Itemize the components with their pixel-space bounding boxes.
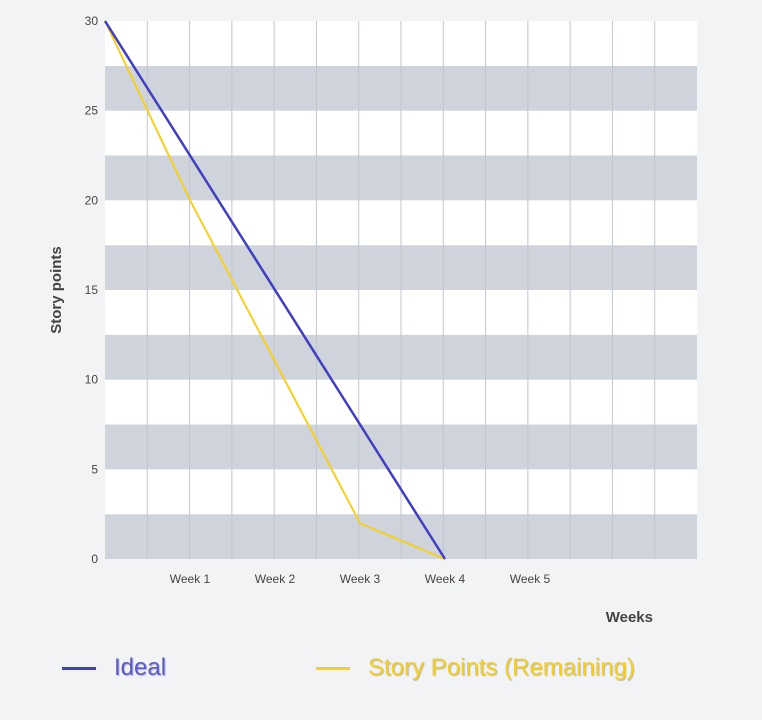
y-tick-label: 5 — [91, 462, 98, 476]
series-line-story-points — [104, 20, 446, 560]
y-tick-label: 25 — [85, 104, 99, 118]
legend-label-ideal: Ideal — [114, 654, 167, 681]
y-tick-label: 10 — [85, 373, 99, 387]
legend: Ideal Story Points (Remaining) — [0, 640, 762, 700]
y-tick-label: 30 — [85, 14, 99, 28]
y-tick-label: 20 — [85, 193, 99, 207]
legend-swatch-ideal — [62, 666, 96, 670]
y-tick-label: 0 — [91, 552, 98, 566]
x-tick-label: Week 1 — [170, 572, 211, 586]
x-tick-label: Week 4 — [425, 572, 466, 586]
series-line-ideal — [103, 20, 447, 560]
x-axis-title: Weeks — [606, 609, 653, 626]
y-tick-label: 15 — [85, 283, 99, 297]
legend-item-ideal[interactable]: Ideal — [62, 654, 166, 682]
x-tick-label: Week 2 — [255, 572, 296, 586]
x-tick-label: Week 3 — [340, 572, 381, 586]
legend-swatch-story-points — [316, 666, 350, 670]
x-axis-ticks: Week 1 Week 2 Week 3 Week 4 Week 5 — [170, 572, 551, 586]
series-layer — [103, 20, 447, 560]
x-tick-label: Week 5 — [510, 572, 551, 586]
y-axis-title: Story points — [48, 246, 65, 334]
vertical-gridlines — [146, 21, 656, 559]
legend-item-story-points[interactable]: Story Points (Remaining) — [316, 654, 635, 682]
y-axis-ticks: 0 5 10 15 20 25 30 — [85, 14, 99, 566]
legend-label-story-points: Story Points (Remaining) — [368, 654, 635, 681]
